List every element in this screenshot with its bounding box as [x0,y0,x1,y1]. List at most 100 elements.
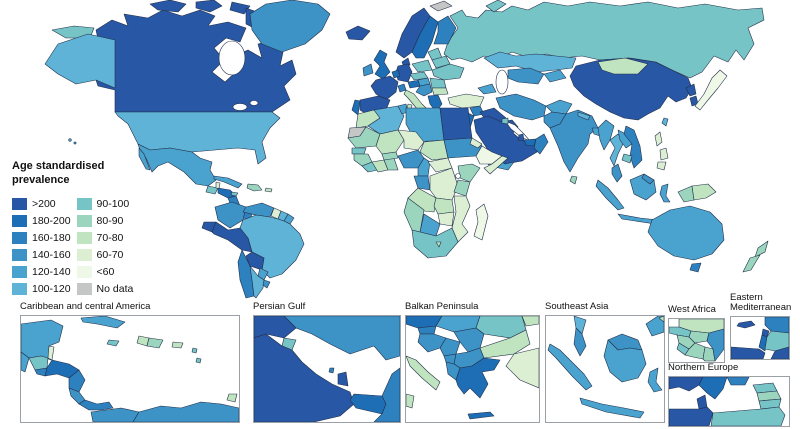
legend-swatch [12,249,27,261]
island-east-malaysia [641,173,655,185]
inset-balkan: Balkan Peninsula [405,302,540,423]
country-bulgaria [431,87,449,96]
great-lakes-2 [249,100,259,106]
country-sweden [411,15,439,59]
country-mongolia [597,57,649,75]
legend-item: 140-160 [12,249,71,262]
wa-nigeria [706,328,724,362]
em-saudi [770,346,789,359]
inset-west-africa: West Africa [668,305,725,363]
country-poland [411,59,433,73]
country-uzbek-turkmen [507,67,545,85]
island-mindanao [656,161,667,171]
inset-caribbean-map [21,315,239,422]
country-north-korea [685,83,697,97]
legend-item: 180-200 [12,215,71,228]
sea-sulawesi [647,367,663,393]
pg-iran [283,315,400,361]
legend-item: <60 [76,266,134,279]
country-greenland [249,0,331,53]
country-qatar [517,133,525,142]
country-cambodia [621,153,633,164]
legend-item: 160-180 [12,232,71,245]
arctic-island-2 [195,0,223,13]
pg-uae [349,393,387,415]
country-guatemala [205,185,219,195]
legend-item: No data [76,283,133,296]
country-argentina [249,265,265,299]
country-chad [419,139,449,161]
pg-saudi [254,333,355,422]
country-australia [647,205,725,261]
country-turkey [447,93,485,109]
legend-label: 90-100 [96,198,130,210]
car-puerto-rico [171,341,184,349]
legend-columns: >200 180-200 160-180 140-160 120-140 100-120 … [12,198,182,296]
island-novaya-zemlya [485,0,507,13]
sea-green-sliver [658,315,664,323]
island-sulawesi [659,183,671,203]
inset-southeast-asia: Southeast Asia [545,302,665,423]
sea-kalimantan [603,339,647,383]
inset-balkan-label: Balkan Peninsula [405,301,479,312]
country-iceland [345,25,371,41]
ne-poland [710,406,786,426]
legend-item: 80-90 [76,215,134,228]
ne-sweden [698,376,728,400]
country-cameroon [417,157,431,177]
country-drc [429,167,459,201]
car-nicaragua [68,369,86,393]
ne-finland [726,376,750,386]
legend-label: 180-200 [32,215,71,227]
car-trinidad [226,393,238,403]
legend-item: 90-100 [76,198,134,211]
ne-denmark [696,394,708,410]
country-png [691,183,717,201]
country-peru [211,221,253,253]
pg-qatar [337,371,349,387]
island-nz-south [742,254,761,273]
country-uk [373,49,391,80]
country-usa [114,111,281,165]
country-oman [533,133,549,155]
country-ukraine [431,63,465,81]
island-visayas [659,147,669,161]
inset-west-africa-map [669,318,724,362]
car-panama [78,399,114,411]
state-alaska [44,33,116,89]
legend-label: 120-140 [32,266,71,278]
country-myanmar [597,119,615,151]
country-china [569,57,693,121]
car-mexico-strip [21,351,30,373]
em-jordan [764,330,789,352]
inset-northern-europe-label: Northern Europe [668,362,739,373]
ne-germany [669,406,714,426]
arctic-island-1 [149,0,187,13]
legend: Age standardised prevalence >200 180-200 1… [12,160,182,296]
legend-column-left: >200 180-200 160-180 140-160 120-140 100-120 [12,198,71,296]
pg-bahrain [328,367,335,374]
legend-label: 100-120 [32,283,71,295]
bk-italy-south [406,393,415,409]
inset-caribbean-label: Caribbean and central America [20,301,151,312]
hudson-bay [218,40,246,76]
car-guatemala [28,355,49,371]
bk-greece [455,357,501,399]
legend-swatch [76,283,92,295]
country-afghanistan [545,99,573,115]
em-egypt [731,346,766,359]
country-japan [694,69,728,111]
legend-swatch [76,232,92,244]
country-mozambique [451,195,471,243]
legend-swatch [12,266,27,278]
car-dominican [146,337,164,349]
sea-malaysia [573,327,587,357]
legend-item: >200 [12,198,71,211]
legend-swatch [12,232,27,244]
country-france [370,75,399,101]
inset-persian-gulf-map [254,315,400,422]
wa-burkina [688,330,710,344]
lake-victoria [455,173,461,179]
bk-turkey [505,347,539,389]
ne-norway [669,376,704,392]
